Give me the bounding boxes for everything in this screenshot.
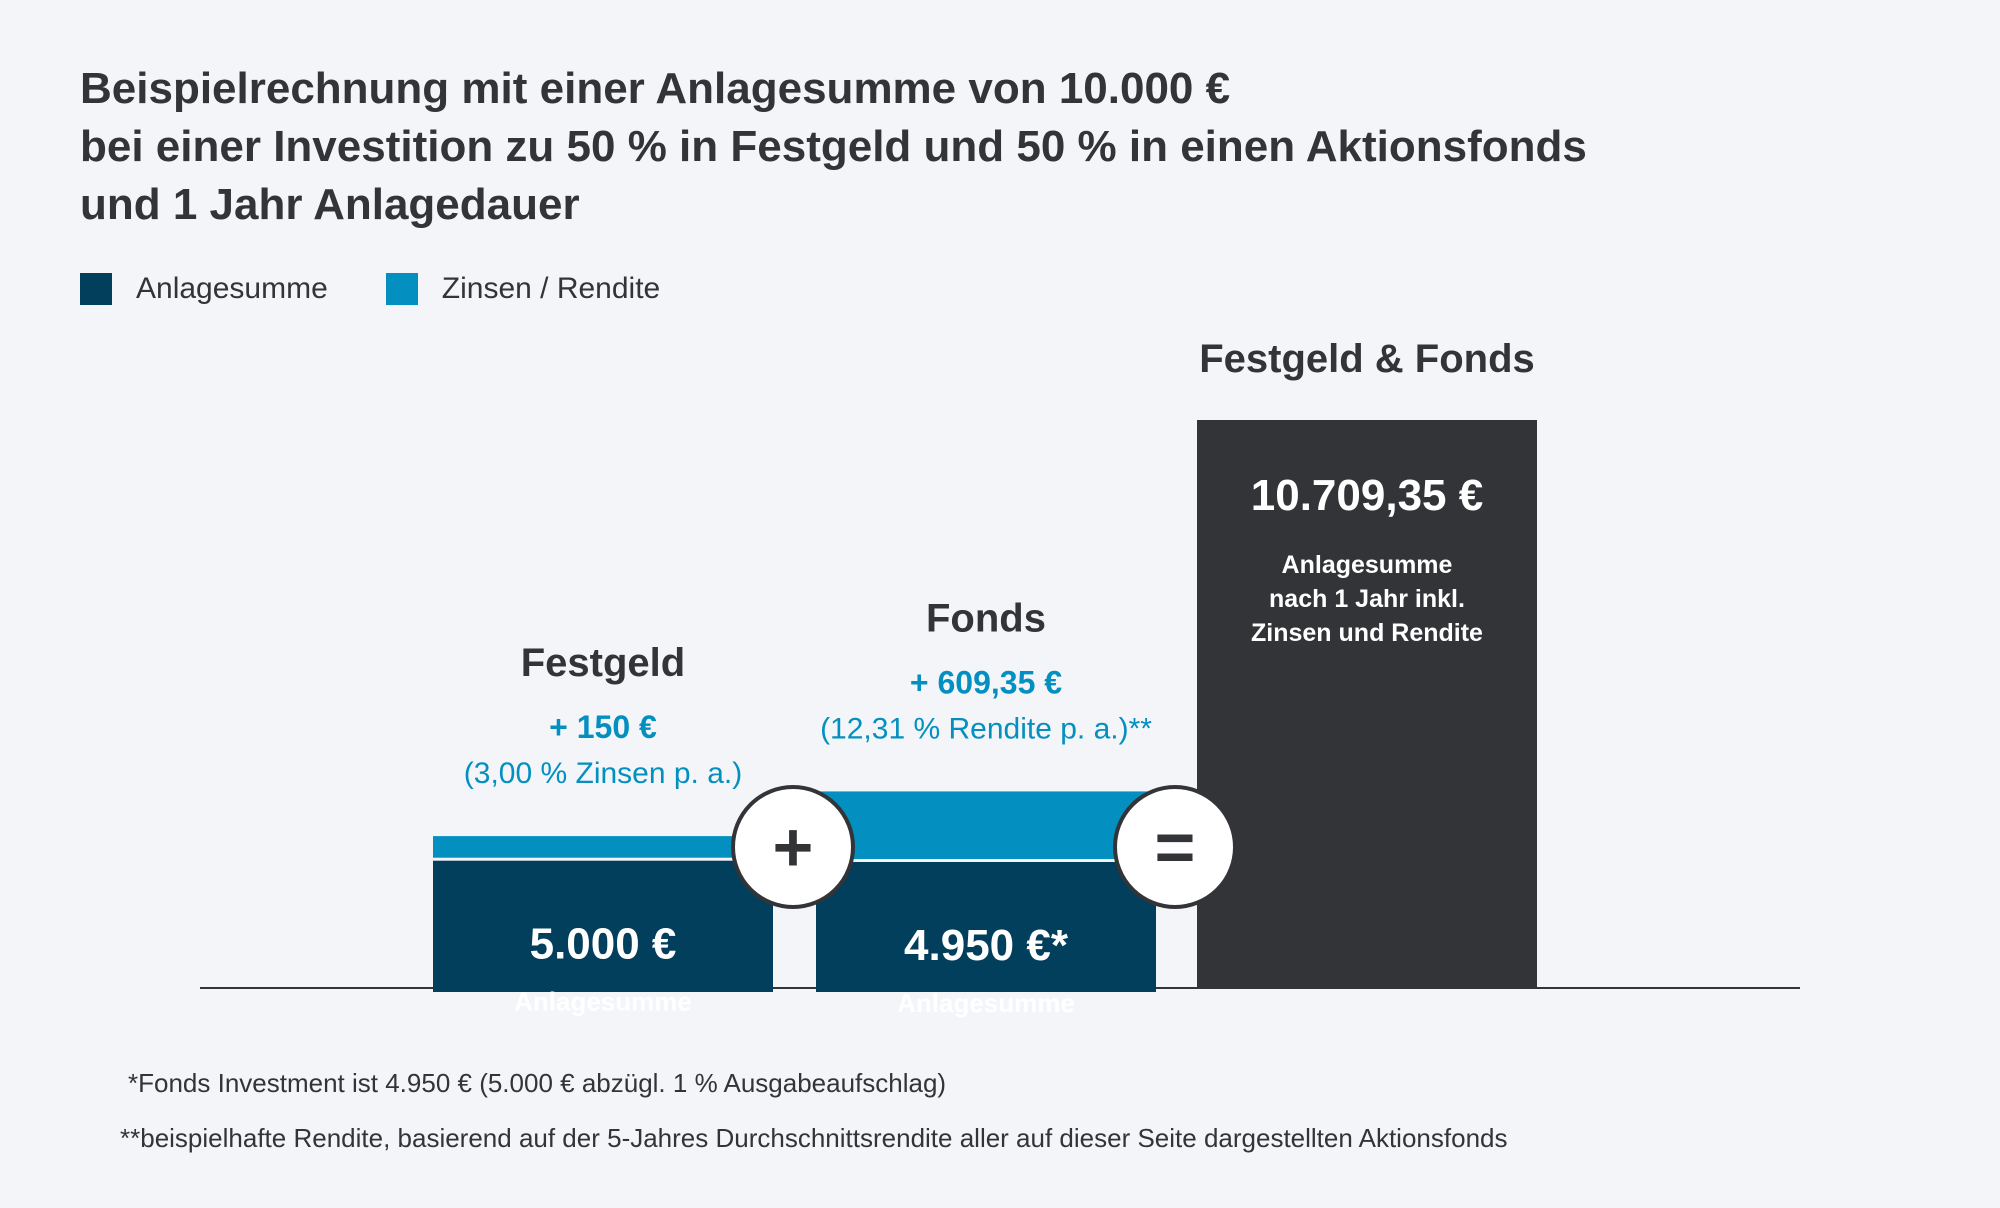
legend-label-anlagesumme: Anlagesumme xyxy=(136,272,328,305)
rate-label-festgeld: (3,00 % Zinsen p. a.) xyxy=(464,757,742,790)
legend-item-zinsen: Zinsen / Rendite xyxy=(385,272,661,306)
title-line-1: Beispielrechnung mit einer Anlagesumme v… xyxy=(80,64,1231,113)
title-line-2: bei einer Investition zu 50 % in Festgel… xyxy=(80,122,1587,171)
equals-icon: = xyxy=(1155,808,1196,886)
chart-title: Beispielrechnung mit einer Anlagesumme v… xyxy=(80,60,1587,234)
plus-icon: + xyxy=(773,808,814,886)
gain-label-festgeld: + 150 € xyxy=(549,709,657,745)
value-label-festgeld: 5.000 € xyxy=(530,920,677,969)
bar-anlagesumme-fonds xyxy=(816,861,1156,992)
plus-icon-circle xyxy=(731,785,855,909)
category-label-total: Festgeld & Fonds xyxy=(1199,337,1535,381)
sub-label-total-3: Zinsen und Rendite xyxy=(1251,619,1483,647)
legend-swatch-zinsen xyxy=(385,273,418,305)
bar-anlagesumme-festgeld xyxy=(433,860,773,992)
equals-icon-circle xyxy=(1113,785,1237,909)
sub-label-total-1: Anlagesumme xyxy=(1282,551,1453,579)
legend-item-anlagesumme: Anlagesumme xyxy=(80,272,328,306)
legend-label-zinsen: Zinsen / Rendite xyxy=(441,272,661,305)
title-line-3: und 1 Jahr Anlagedauer xyxy=(80,180,580,229)
bar-zinsen-fonds xyxy=(816,791,1156,859)
bar-zinsen-festgeld xyxy=(433,836,773,858)
value-label-fonds: 4.950 €* xyxy=(904,921,1069,970)
legend: Anlagesumme Zinsen / Rendite xyxy=(80,272,718,306)
legend-swatch-anlagesumme xyxy=(80,273,112,305)
footnote-1: *Fonds Investment ist 4.950 € (5.000 € a… xyxy=(128,1068,947,1098)
gain-label-fonds: + 609,35 € xyxy=(910,664,1062,700)
sub-label-fonds: Anlagesumme xyxy=(897,988,1075,1018)
category-label-fonds: Fonds xyxy=(926,596,1046,640)
rate-label-fonds: (12,31 % Rendite p. a.)** xyxy=(820,712,1152,745)
footnote-2: **beispielhafte Rendite, basierend auf d… xyxy=(120,1123,1508,1153)
value-label-total: 10.709,35 € xyxy=(1251,471,1483,520)
sub-label-total-2: nach 1 Jahr inkl. xyxy=(1269,585,1465,613)
bar-total xyxy=(1197,420,1537,988)
sub-label-festgeld: Anlagesumme xyxy=(514,987,692,1017)
category-label-festgeld: Festgeld xyxy=(521,641,685,685)
